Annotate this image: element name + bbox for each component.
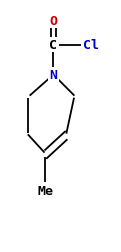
Text: Me: Me bbox=[38, 184, 54, 197]
Text: N: N bbox=[49, 69, 57, 82]
Text: O: O bbox=[49, 15, 57, 28]
Text: Cl: Cl bbox=[83, 39, 99, 52]
Text: C: C bbox=[49, 39, 57, 52]
